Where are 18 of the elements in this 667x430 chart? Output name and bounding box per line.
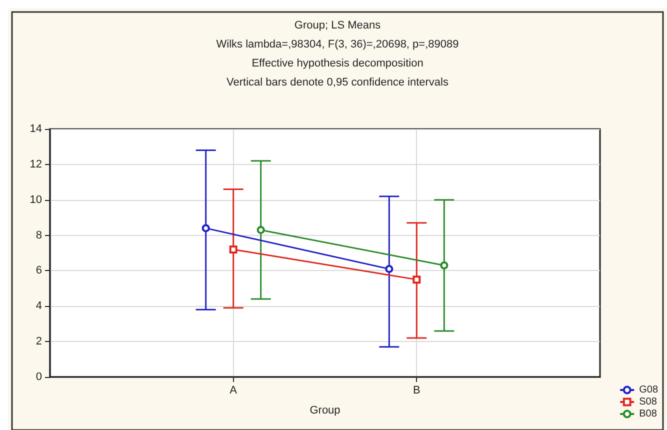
legend-label: B08 (639, 408, 658, 420)
y-tick-label: 12 (30, 158, 42, 170)
x-tick-label: B (412, 384, 420, 396)
x-axis-title: Group (310, 404, 340, 416)
text: Vertical bars denote 0,95 confidence intervals (226, 76, 449, 88)
y-tick-label: 8 (36, 229, 42, 242)
y-tick-label: 4 (36, 300, 42, 312)
legend-label: S08 (639, 396, 658, 408)
y-tick-label: 10 (30, 194, 42, 206)
y-tick-label: 2 (36, 336, 42, 348)
y-tick-label: 0 (36, 371, 42, 383)
chart-subtitle: Wilks lambda=,98304, F(3, 36)=,20698, p=,89089 (216, 38, 459, 50)
y-tick-label: 6 (36, 264, 42, 277)
chart-title: Group; LS Means (294, 20, 382, 32)
y-tick-label: 14 (30, 123, 42, 135)
legend-label: G08 (639, 384, 658, 396)
x-tick-label: A (230, 384, 238, 396)
text: Effective hypothesis decomposition (252, 58, 424, 70)
